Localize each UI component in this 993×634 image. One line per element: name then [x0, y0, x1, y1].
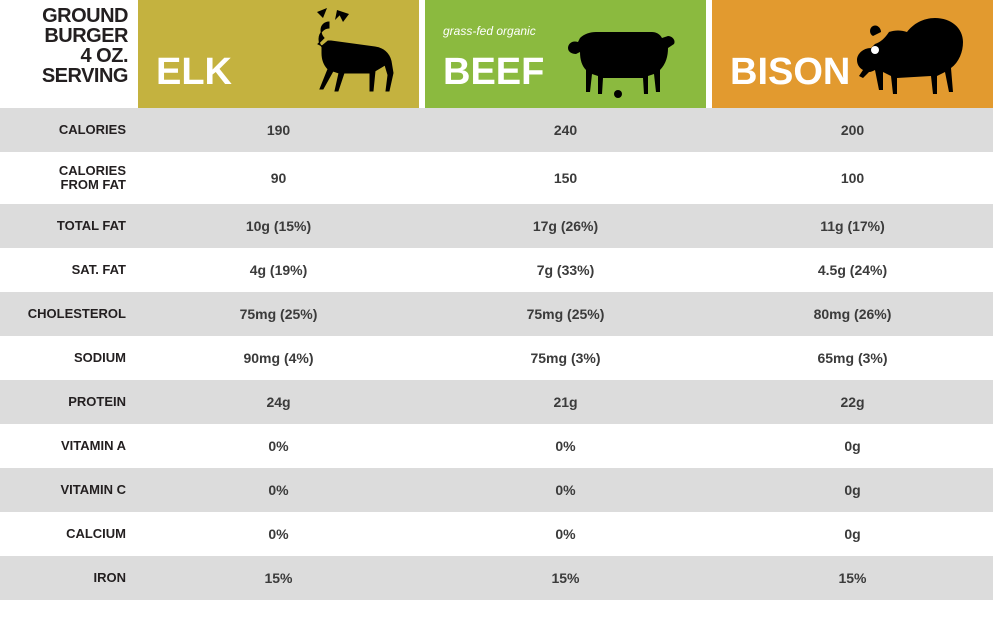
elk-icon	[289, 6, 409, 102]
value-bison: 0g	[712, 438, 993, 454]
row-label: PROTEIN	[0, 395, 138, 409]
value-elk: 75mg (25%)	[138, 306, 419, 322]
row-label: CALORIESFROM FAT	[0, 164, 138, 191]
value-elk: 90	[138, 170, 419, 186]
value-bison: 100	[712, 170, 993, 186]
row-label: CHOLESTEROL	[0, 307, 138, 321]
value-bison: 15%	[712, 570, 993, 586]
table-row: SODIUM90mg (4%) 75mg (3%) 65mg (3%)	[0, 336, 993, 380]
row-label: TOTAL FAT	[0, 219, 138, 233]
table-row: CALCIUM0%0%0g	[0, 512, 993, 556]
value-elk: 0%	[138, 438, 419, 454]
meat-header-beef: grass-fed organic BEEF	[425, 0, 706, 108]
data-rows: CALORIES190 240 200 CALORIESFROM FAT90 150 10…	[0, 108, 993, 600]
value-beef: 21g	[425, 394, 706, 410]
value-bison: 11g (17%)	[712, 218, 993, 234]
table-row: CALORIES190 240 200	[0, 108, 993, 152]
table-row: PROTEIN24g 21g 22g	[0, 380, 993, 424]
header-row: GROUNDBURGER4 OZ.SERVING ELK grass-fed o…	[0, 0, 993, 108]
table-row: IRON15%15%15%	[0, 556, 993, 600]
value-elk: 24g	[138, 394, 419, 410]
table-row: VITAMIN A0%0%0g	[0, 424, 993, 468]
value-beef: 0%	[425, 482, 706, 498]
row-label: VITAMIN C	[0, 483, 138, 497]
table-row: TOTAL FAT10g (15%) 17g (26%) 11g (17%)	[0, 204, 993, 248]
value-beef: 15%	[425, 570, 706, 586]
bison-icon	[853, 12, 983, 102]
value-beef: 17g (26%)	[425, 218, 706, 234]
table-row: CALORIESFROM FAT90 150 100	[0, 152, 993, 204]
value-bison: 0g	[712, 526, 993, 542]
table-row: CHOLESTEROL75mg (25%)75mg (25%)80mg (26%…	[0, 292, 993, 336]
table-title: GROUNDBURGER4 OZ.SERVING	[42, 6, 128, 86]
row-label: SAT. FAT	[0, 263, 138, 277]
cow-icon	[566, 16, 696, 102]
table-row: VITAMIN C0%0%0g	[0, 468, 993, 512]
value-bison: 22g	[712, 394, 993, 410]
meat-header-elk: ELK	[138, 0, 419, 108]
value-beef: 75mg (3%)	[425, 350, 706, 366]
value-elk: 0%	[138, 526, 419, 542]
nutrition-comparison-table: GROUNDBURGER4 OZ.SERVING ELK grass-fed o…	[0, 0, 993, 600]
value-beef: 150	[425, 170, 706, 186]
value-beef: 75mg (25%)	[425, 306, 706, 322]
meat-label-beef: BEEF	[443, 51, 544, 94]
row-label: SODIUM	[0, 351, 138, 365]
value-beef: 240	[425, 122, 706, 138]
value-bison: 4.5g (24%)	[712, 262, 993, 278]
row-label: CALCIUM	[0, 527, 138, 541]
value-beef: 0%	[425, 438, 706, 454]
bison-eye-icon	[871, 46, 879, 54]
value-beef: 0%	[425, 526, 706, 542]
value-bison: 0g	[712, 482, 993, 498]
value-elk: 190	[138, 122, 419, 138]
table-row: SAT. FAT4g (19%) 7g (33%) 4.5g (24%)	[0, 248, 993, 292]
value-elk: 15%	[138, 570, 419, 586]
value-beef: 7g (33%)	[425, 262, 706, 278]
row-label: VITAMIN A	[0, 439, 138, 453]
meat-label-bison: BISON	[730, 51, 850, 94]
value-elk: 4g (19%)	[138, 262, 419, 278]
meat-label-elk: ELK	[156, 51, 232, 94]
row-label: IRON	[0, 571, 138, 585]
row-label: CALORIES	[0, 123, 138, 137]
title-cell: GROUNDBURGER4 OZ.SERVING	[0, 0, 138, 108]
value-bison: 80mg (26%)	[712, 306, 993, 322]
meat-sub-beef: grass-fed organic	[443, 24, 536, 38]
meat-header-bison: BISON	[712, 0, 993, 108]
value-elk: 90mg (4%)	[138, 350, 419, 366]
value-elk: 10g (15%)	[138, 218, 419, 234]
value-bison: 200	[712, 122, 993, 138]
value-elk: 0%	[138, 482, 419, 498]
value-bison: 65mg (3%)	[712, 350, 993, 366]
